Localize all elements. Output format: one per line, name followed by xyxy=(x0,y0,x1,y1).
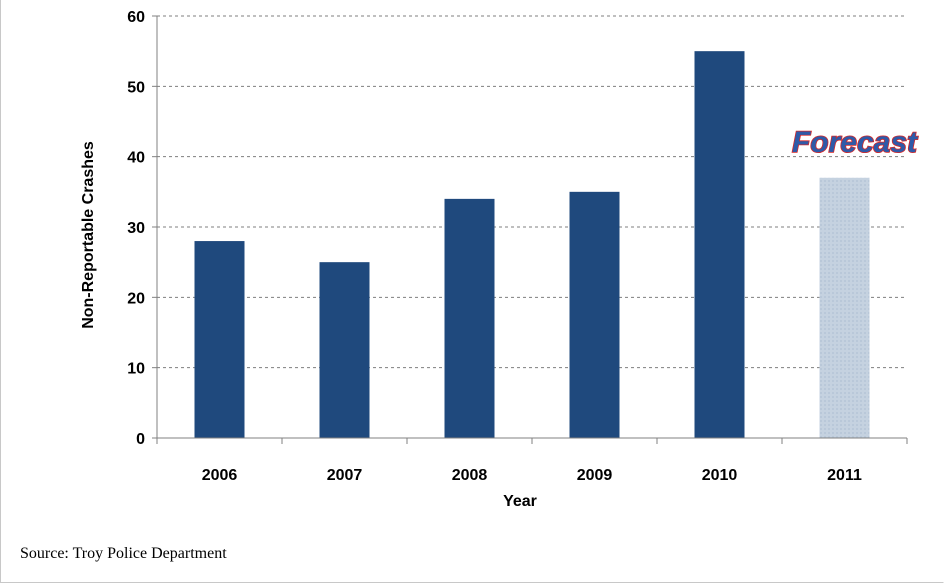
x-tick-label: 2009 xyxy=(577,467,613,484)
y-tick-label: 50 xyxy=(127,79,145,96)
x-tick-label: 2010 xyxy=(702,467,738,484)
bar xyxy=(444,198,495,438)
x-tick-label: 2007 xyxy=(327,467,363,484)
y-tick-label: 60 xyxy=(127,9,145,26)
x-tick-label: 2011 xyxy=(827,467,862,484)
x-axis-title: Year xyxy=(503,493,537,510)
y-tick-label: 0 xyxy=(136,431,145,448)
gridlines xyxy=(157,15,907,369)
y-tick-label: 40 xyxy=(127,150,145,167)
y-tick-label: 30 xyxy=(127,220,145,237)
y-tick-label: 20 xyxy=(127,290,145,307)
y-axis-title: Non-Reportable Crashes xyxy=(80,141,97,329)
bar xyxy=(194,241,245,438)
x-tick-label: 2008 xyxy=(452,467,488,484)
bar xyxy=(569,191,620,438)
tick-labels: 0 10 20 30 40 50 60 2006 2007 2008 2009 2010 2011 xyxy=(127,9,862,484)
source-note: Source: Troy Police Department xyxy=(20,545,227,562)
y-tick-label: 10 xyxy=(127,361,145,378)
bar xyxy=(319,262,370,438)
bars xyxy=(194,51,870,439)
x-tick-label: 2006 xyxy=(202,467,238,484)
bar-forecast xyxy=(819,177,870,438)
forecast-annotation: Forecast xyxy=(792,126,919,159)
bar xyxy=(694,51,745,439)
axes xyxy=(152,15,908,444)
